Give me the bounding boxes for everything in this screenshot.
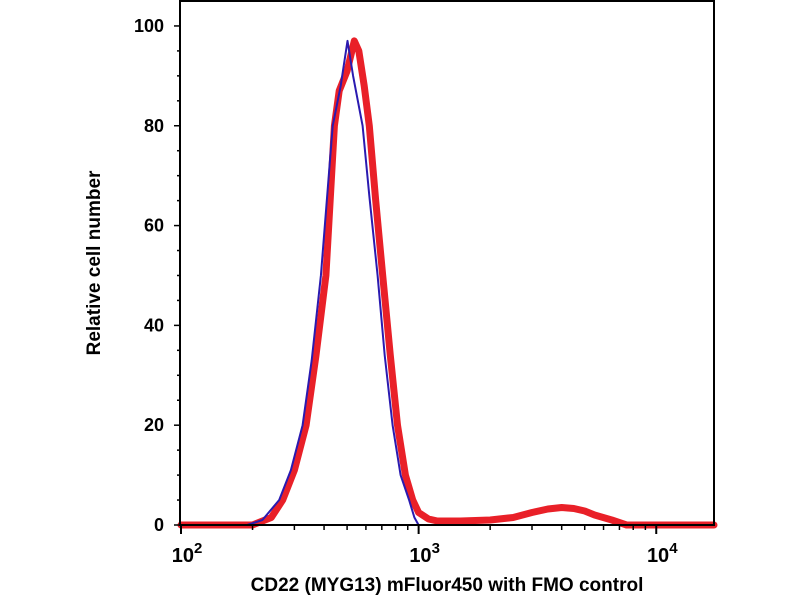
y-tick-label: 20 bbox=[144, 415, 164, 435]
plot-frame bbox=[179, 0, 715, 526]
y-tick-label: 80 bbox=[144, 116, 164, 136]
x-tick-base: 10 bbox=[172, 545, 194, 567]
x-axis: 102 103 104 bbox=[172, 525, 678, 567]
y-tick-label: 100 bbox=[134, 16, 164, 36]
x-tick-exponent: 4 bbox=[669, 540, 678, 557]
x-tick-base: 10 bbox=[647, 545, 669, 567]
y-tick-label: 40 bbox=[144, 315, 164, 335]
x-tick-label: 102 bbox=[172, 540, 203, 567]
series-line-blue bbox=[180, 39, 715, 526]
x-tick-exponent: 3 bbox=[432, 540, 440, 557]
x-tick-label: 104 bbox=[647, 540, 678, 567]
y-tick-label: 60 bbox=[144, 216, 164, 236]
y-axis-title: Relative cell number bbox=[84, 170, 105, 355]
series-line-red bbox=[177, 37, 718, 529]
x-tick-base: 10 bbox=[409, 545, 431, 567]
y-tick-label: 0 bbox=[154, 515, 164, 535]
x-tick-exponent: 2 bbox=[194, 540, 202, 557]
x-axis-title: CD22 (MYG13) mFluor450 with FMO control bbox=[251, 575, 644, 596]
x-tick-label: 103 bbox=[409, 540, 440, 567]
series-layer bbox=[177, 37, 718, 529]
y-axis: 0 20 40 60 80 100 bbox=[134, 16, 181, 535]
